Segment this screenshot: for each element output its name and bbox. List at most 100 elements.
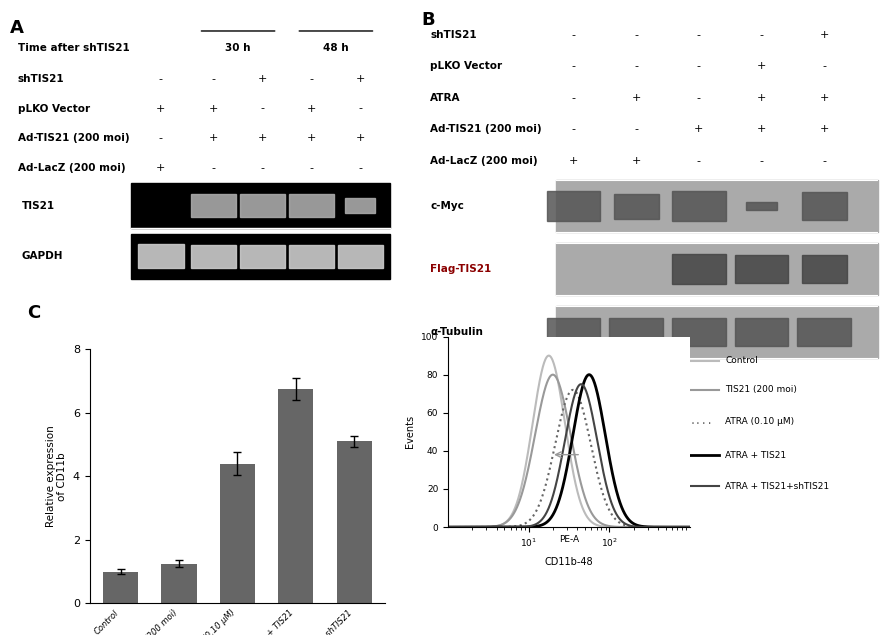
Text: TIS21 (200 moi): TIS21 (200 moi)	[726, 385, 797, 394]
Text: shTIS21: shTIS21	[18, 74, 65, 84]
Text: +: +	[306, 104, 316, 114]
Text: Ad-LacZ (200 moi): Ad-LacZ (200 moi)	[430, 156, 538, 166]
Text: -: -	[634, 30, 638, 40]
Bar	[802, 192, 847, 220]
Bar	[672, 318, 726, 346]
Text: +: +	[820, 93, 829, 103]
Text: +: +	[694, 124, 703, 134]
Text: ATRA (0.10 μM): ATRA (0.10 μM)	[726, 417, 795, 425]
Text: c-Myc: c-Myc	[430, 201, 464, 211]
Text: -: -	[261, 104, 264, 114]
Bar	[614, 194, 659, 218]
Text: GAPDH: GAPDH	[22, 251, 64, 262]
Text: -: -	[760, 30, 763, 40]
Bar	[191, 194, 237, 217]
Text: -: -	[358, 163, 362, 173]
Bar	[735, 318, 788, 346]
Bar	[279, 389, 314, 603]
Text: +: +	[306, 133, 316, 144]
Bar	[609, 318, 663, 346]
Bar	[191, 245, 237, 268]
Text: Time after shTIS21: Time after shTIS21	[18, 43, 130, 53]
Text: -: -	[634, 62, 638, 71]
Text: +: +	[356, 74, 365, 84]
Bar	[103, 572, 138, 603]
Text: Ad-TIS21 (200 moi): Ad-TIS21 (200 moi)	[18, 133, 130, 144]
Text: +: +	[632, 93, 641, 103]
Text: -: -	[760, 156, 763, 166]
Text: +: +	[757, 124, 766, 134]
Bar	[220, 464, 255, 603]
Text: -: -	[823, 156, 826, 166]
Bar	[138, 244, 184, 269]
Bar	[745, 202, 778, 210]
Text: +: +	[209, 133, 219, 144]
Text: shTIS21: shTIS21	[430, 30, 477, 40]
Text: -: -	[358, 104, 362, 114]
Text: 48 h: 48 h	[323, 43, 349, 53]
Text: ....: ....	[690, 417, 713, 426]
Bar	[556, 307, 878, 358]
Bar	[131, 184, 391, 228]
Text: -: -	[159, 133, 163, 144]
Bar	[547, 191, 600, 221]
Bar	[338, 245, 383, 268]
Text: -: -	[572, 93, 575, 103]
Bar	[672, 191, 726, 221]
Text: -: -	[697, 62, 701, 71]
Text: Control: Control	[726, 356, 758, 365]
Bar	[289, 194, 334, 217]
Text: +: +	[820, 30, 829, 40]
Text: Flag-TIS21: Flag-TIS21	[430, 264, 491, 274]
Text: -: -	[572, 30, 575, 40]
Text: +: +	[757, 62, 766, 71]
Bar	[345, 198, 375, 213]
Text: +: +	[356, 133, 365, 144]
Text: ATRA + TIS21+shTIS21: ATRA + TIS21+shTIS21	[726, 482, 830, 491]
Y-axis label: Relative expression
of CD11b: Relative expression of CD11b	[46, 425, 67, 527]
Bar	[802, 255, 847, 283]
Text: CD11b-48: CD11b-48	[545, 557, 593, 567]
Text: Ad-TIS21 (200 moi): Ad-TIS21 (200 moi)	[430, 124, 542, 134]
Text: +: +	[820, 124, 829, 134]
Text: -: -	[211, 74, 216, 84]
Text: TIS21: TIS21	[22, 201, 55, 211]
Text: -: -	[211, 163, 216, 173]
Bar	[672, 254, 726, 284]
Text: +: +	[258, 74, 267, 84]
Text: B: B	[421, 11, 435, 29]
Text: -: -	[697, 93, 701, 103]
Bar	[556, 243, 878, 295]
Text: -: -	[572, 62, 575, 71]
Bar	[547, 318, 600, 346]
Text: ATRA: ATRA	[430, 93, 461, 103]
Text: C: C	[27, 304, 40, 321]
Text: 30 h: 30 h	[225, 43, 251, 53]
Text: -: -	[159, 74, 163, 84]
Bar	[797, 318, 851, 346]
Text: +: +	[258, 133, 267, 144]
Bar	[556, 180, 878, 232]
Text: pLKO Vector: pLKO Vector	[430, 62, 502, 71]
Text: -: -	[309, 163, 314, 173]
Text: A: A	[11, 19, 24, 37]
Bar	[240, 245, 285, 268]
Text: -: -	[823, 62, 826, 71]
Text: pLKO Vector: pLKO Vector	[18, 104, 90, 114]
Y-axis label: Events: Events	[406, 415, 416, 448]
Text: -: -	[572, 124, 575, 134]
Bar	[735, 255, 788, 283]
Bar	[289, 245, 334, 268]
Text: +: +	[209, 104, 219, 114]
Text: +: +	[156, 104, 166, 114]
Text: Ad-LacZ (200 moi): Ad-LacZ (200 moi)	[18, 163, 125, 173]
Bar	[337, 441, 372, 603]
Text: +: +	[569, 156, 578, 166]
Bar	[161, 564, 196, 603]
Text: +: +	[757, 93, 766, 103]
Text: -: -	[697, 30, 701, 40]
Bar	[240, 194, 285, 217]
Text: -: -	[309, 74, 314, 84]
Text: +: +	[632, 156, 641, 166]
Bar	[131, 234, 391, 279]
